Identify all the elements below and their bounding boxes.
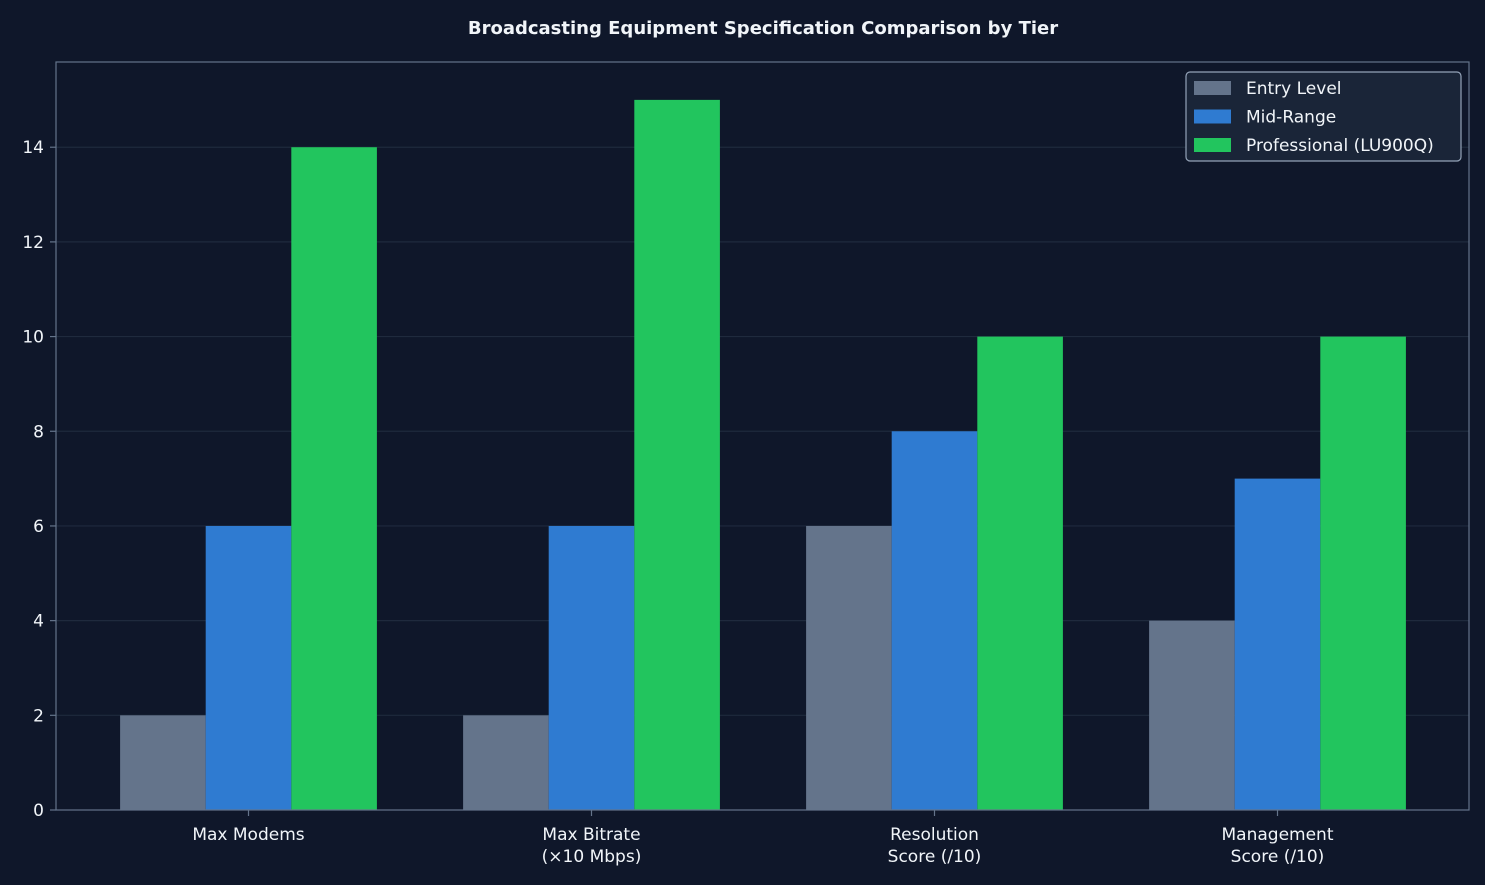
x-tick-label-line: Score (/10) [1231,847,1325,867]
y-axis: 0 2 4 6 8 10 12 14 [22,138,56,821]
x-tick-label-line: Max Bitrate [542,825,640,845]
x-tick-label: Max Modems [192,825,304,845]
bar [463,715,549,810]
bar [548,525,635,810]
legend-box [1185,71,1462,162]
legend-label: Professional (LU900Q) [1246,136,1434,156]
bar [120,715,206,810]
x-tick-label-line: Resolution [890,825,979,845]
bars [120,99,1406,811]
x-tick-label: Max Bitrate (×10 Mbps) [542,825,642,867]
bar [1149,620,1235,810]
legend-label: Mid-Range [1246,108,1336,128]
legend-swatch [1194,138,1231,152]
bar [1234,478,1321,810]
y-tick-label: 6 [33,517,44,537]
bar [634,99,720,811]
bar [1320,336,1406,810]
y-tick-label: 4 [33,612,44,632]
plot-frame [55,61,1470,811]
legend-label: Entry Level [1246,79,1342,99]
x-tick-label-line: Max Modems [192,825,304,845]
bar [205,525,292,810]
bar [291,147,377,810]
x-axis: Max Modems Max Bitrate (×10 Mbps) Resolutio… [192,810,1334,867]
x-tick-label-line: (×10 Mbps) [542,847,642,867]
legend: Entry Level Mid-Range Professional (LU900Q… [1185,71,1462,162]
y-tick-label: 10 [22,328,44,348]
y-tick-label: 14 [22,138,44,158]
legend-swatch [1194,81,1231,95]
y-tick-label: 0 [33,801,44,821]
y-tick-label: 8 [33,422,44,442]
chart-title: Broadcasting Equipment Specification Com… [468,18,1058,39]
legend-swatch [1194,109,1231,124]
y-tick-label: 12 [22,233,44,253]
y-tick-label: 2 [33,706,44,726]
bar [891,431,978,810]
bar [806,525,892,810]
x-tick-label: Management Score (/10) [1222,825,1334,867]
x-tick-label-line: Score (/10) [888,847,982,867]
bar [977,336,1063,810]
x-tick-label-line: Management [1222,825,1334,845]
x-tick-label: Resolution Score (/10) [888,825,982,867]
